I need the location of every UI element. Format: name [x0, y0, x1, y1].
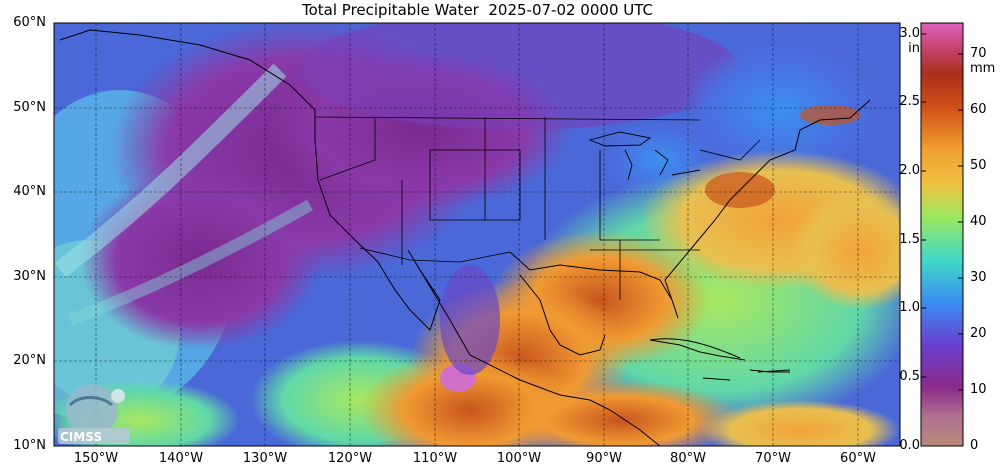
lat-label: 50°N — [13, 100, 46, 115]
colorbar-inch-label: 2.0 — [899, 163, 920, 178]
colorbar-mm-label: 70 — [970, 46, 987, 61]
map-title: Total Precipitable Water 2025-07-02 0000… — [301, 1, 653, 19]
precipitable-water-field — [54, 23, 900, 446]
colorbar-inch-label: 1.5 — [899, 232, 920, 247]
colorbar-mm-label: 40 — [970, 214, 987, 229]
lon-label: 90°W — [586, 451, 622, 466]
great-lakes — [588, 131, 701, 181]
colorbar-inch-unit: in — [908, 41, 920, 56]
colorbar-mm-unit: mm — [970, 61, 996, 76]
coastlines — [59, 29, 871, 447]
colorbar-mm-label: 10 — [970, 382, 987, 397]
colorbar-inch-label: 0.0 — [899, 438, 920, 453]
colorbar-inch-label: 1.0 — [899, 300, 920, 315]
lon-label: 140°W — [158, 451, 204, 466]
logo-text: CIMSS — [60, 430, 102, 444]
colorbar-mm-label: 60 — [970, 102, 987, 117]
lon-label: 110°W — [412, 451, 458, 466]
lon-label: 150°W — [73, 451, 119, 466]
lon-label: 60°W — [840, 451, 876, 466]
lon-label: 100°W — [496, 451, 542, 466]
lat-label: 20°N — [13, 353, 46, 368]
colorbar-mm-label: 20 — [970, 326, 987, 341]
lat-label: 40°N — [13, 184, 46, 199]
lat-label: 60°N — [13, 15, 46, 30]
cimss-logo — [58, 384, 130, 444]
colorbar-mm-label: 0 — [970, 438, 979, 453]
colorbar-inch-label: 0.5 — [899, 369, 920, 384]
lon-label: 130°W — [242, 451, 288, 466]
lon-label: 70°W — [755, 451, 791, 466]
colorbar-ticks — [921, 33, 963, 391]
lat-label: 30°N — [13, 269, 46, 284]
lon-label: 80°W — [670, 451, 706, 466]
colorbar-mm-label: 50 — [970, 158, 987, 173]
caribbean-islands — [649, 338, 791, 381]
colorbar-inch-label: 2.5 — [899, 94, 920, 109]
colorbar-mm-label: 30 — [970, 270, 987, 285]
map-frame — [53, 22, 901, 447]
lon-label: 120°W — [327, 451, 373, 466]
lat-label: 10°N — [13, 438, 46, 453]
graticule — [54, 23, 900, 446]
colorbar-inch-label: 3.0 — [899, 26, 920, 41]
colorbar — [920, 22, 964, 447]
